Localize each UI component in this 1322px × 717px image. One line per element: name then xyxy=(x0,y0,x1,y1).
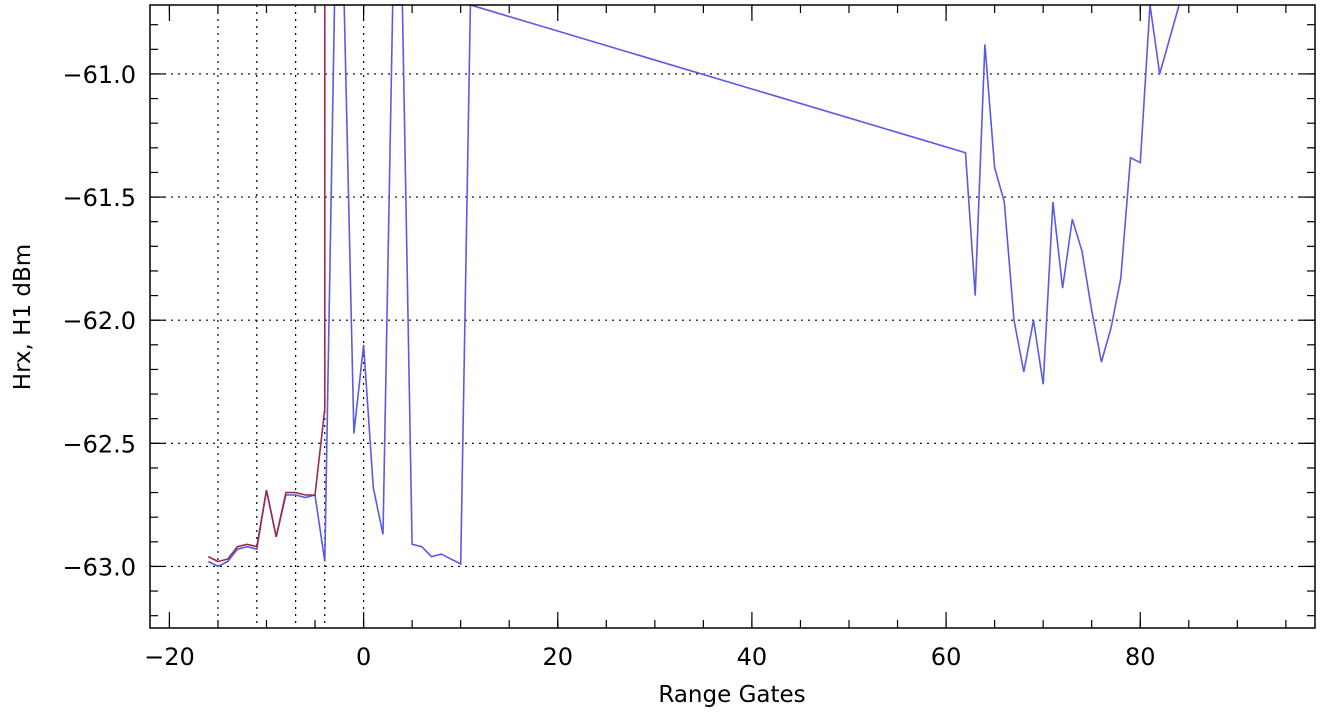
grid-lines xyxy=(150,5,1315,628)
x-tick-label: 60 xyxy=(931,643,962,671)
tick-labels: −20 0 20 40 60 80 −63.0 −62.5 −62.0 −61.5 −61.0 xyxy=(62,61,1155,671)
x-tick-label: 80 xyxy=(1125,643,1156,671)
y-tick-label: −62.0 xyxy=(62,307,136,335)
axis-ticks xyxy=(150,5,1315,628)
y-tick-label: −62.5 xyxy=(62,430,136,458)
y-tick-label: −61.5 xyxy=(62,184,136,212)
x-axis-title: Range Gates xyxy=(658,682,805,708)
y-tick-label: −63.0 xyxy=(62,553,136,581)
y-tick-label: −61.0 xyxy=(62,61,136,89)
series-line-2 xyxy=(207,5,326,563)
series-line-1 xyxy=(207,3,1180,568)
data-series xyxy=(207,3,1180,568)
plot-frame xyxy=(149,4,1316,629)
x-tick-label: −20 xyxy=(144,643,195,671)
x-tick-label: 20 xyxy=(542,643,573,671)
x-tick-label: 0 xyxy=(356,643,371,671)
y-axis-title: Hrx, H1 dBm xyxy=(10,244,36,390)
x-tick-label: 40 xyxy=(737,643,768,671)
